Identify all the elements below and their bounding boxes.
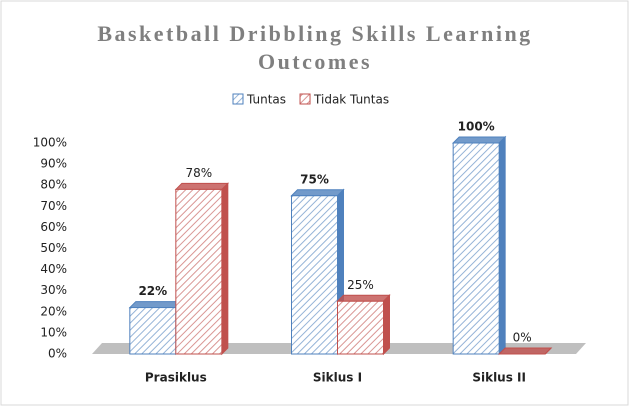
value-label: 75%: [300, 172, 329, 186]
x-tick-label: Siklus I: [313, 371, 362, 385]
value-label: 0%: [513, 331, 532, 345]
bar-side: [221, 182, 229, 356]
value-label: 25%: [347, 278, 374, 292]
value-label: 22%: [138, 284, 167, 298]
legend-label: Tidak Tuntas: [313, 93, 389, 107]
y-tick-label: 60%: [40, 220, 67, 234]
bar-top: [174, 182, 230, 190]
bar: [175, 188, 223, 355]
legend-label: Tuntas: [246, 93, 286, 107]
bar: [337, 300, 384, 355]
bar: [291, 195, 338, 355]
bar-top: [290, 189, 345, 197]
value-label: 78%: [185, 166, 212, 180]
y-tick-label: 20%: [40, 304, 67, 318]
value-label: 100%: [458, 120, 495, 134]
bar: [452, 142, 500, 355]
bar-side: [383, 294, 390, 356]
y-tick-label: 0%: [48, 347, 67, 361]
bar-top: [128, 301, 184, 309]
legend-swatch: [232, 93, 244, 105]
bar-top: [336, 294, 391, 302]
y-tick-label: 50%: [40, 241, 67, 255]
y-tick-label: 40%: [40, 262, 67, 276]
y-tick-label: 10%: [40, 325, 67, 339]
bar-top: [497, 347, 553, 355]
y-tick-label: 30%: [40, 283, 67, 297]
y-tick-label: 80%: [40, 178, 67, 192]
chart-title: Basketball Dribbling Skills Learning Out…: [97, 21, 533, 74]
bar: [129, 307, 177, 355]
y-tick-label: 100%: [33, 136, 67, 150]
bar-top: [451, 136, 507, 144]
bar-side: [498, 135, 506, 356]
y-tick-label: 90%: [40, 157, 67, 171]
x-tick-label: Prasiklus: [145, 371, 207, 385]
x-tick-label: Siklus II: [472, 371, 526, 385]
y-tick-label: 70%: [40, 199, 67, 213]
legend-swatch: [299, 93, 311, 105]
